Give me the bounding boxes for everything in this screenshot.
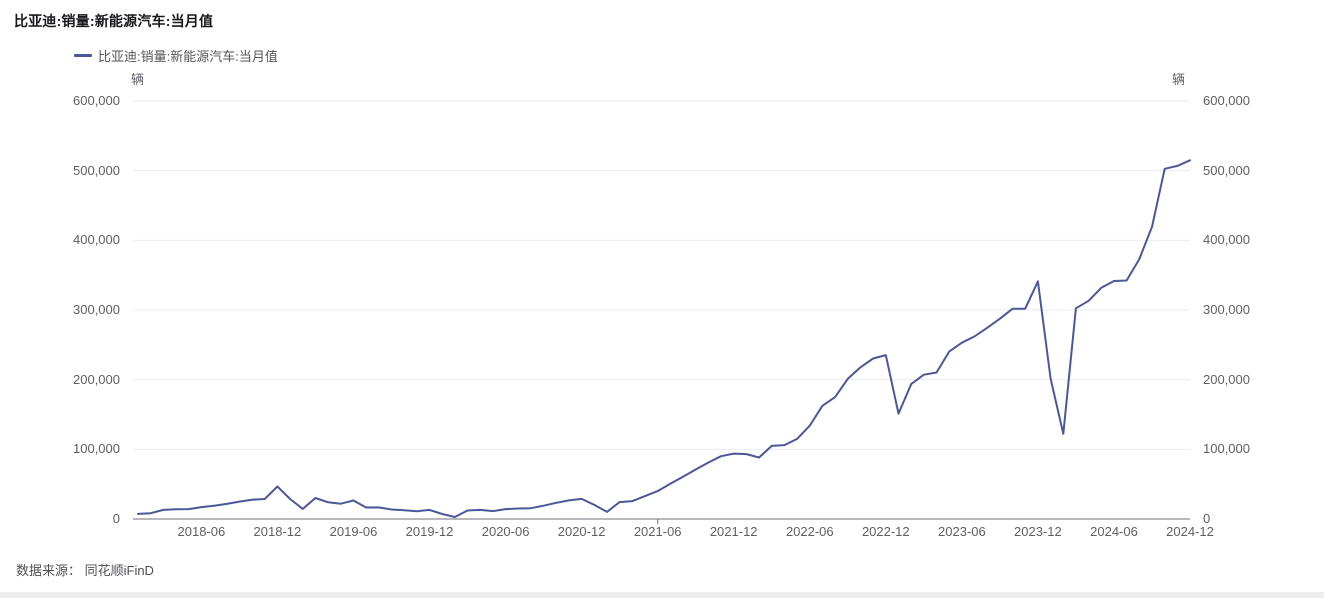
y-tick-label-right: 200,000: [1203, 371, 1250, 387]
x-tick-label: 2020-12: [557, 524, 606, 539]
y-tick-label-right: 400,000: [1203, 232, 1250, 248]
x-tick-label: 2018-06: [177, 524, 226, 539]
y-tick-label-left: 0: [112, 511, 120, 526]
y-tick-label-left: 500,000: [73, 162, 120, 178]
x-tick-label: 2024-06: [1090, 524, 1138, 539]
y-tick-label-right: 500,000: [1203, 162, 1250, 178]
x-tick-label: 2024-12: [1166, 524, 1214, 539]
x-tick-label: 2023-06: [938, 524, 986, 539]
x-tick-label: 2019-12: [405, 524, 454, 539]
x-tick-label: 2020-06: [481, 524, 530, 539]
x-tick-label: 2021-06: [633, 524, 682, 539]
legend-item[interactable]: 比亚迪:销量:新能源汽车:当月值: [74, 47, 278, 64]
y-tick-label-left: 100,000: [73, 441, 120, 457]
data-source-note: 数据来源： 同花顺iFinD: [16, 563, 154, 578]
y-tick-label-right: 0: [1203, 511, 1211, 526]
x-tick-label: 2022-06: [785, 524, 834, 539]
x-tick-label: 2022-12: [861, 524, 910, 539]
y-tick-label-left: 300,000: [73, 302, 120, 317]
legend-label: 比亚迪:销量:新能源汽车:当月值: [98, 48, 278, 64]
y-tick-label-right: 600,000: [1203, 93, 1250, 108]
y-tick-label-right: 300,000: [1203, 302, 1250, 317]
x-tick-label: 2023-12: [1014, 524, 1062, 539]
y-axis-unit-right: 辆: [1172, 72, 1186, 87]
y-tick-label-left: 400,000: [73, 232, 120, 248]
line-chart-plot: [133, 100, 1191, 524]
x-tick-label: 2018-12: [253, 524, 302, 539]
series-line: [137, 159, 1191, 518]
legend-line-marker: [74, 53, 92, 57]
y-tick-label-right: 100,000: [1203, 441, 1250, 457]
bottom-scrollbar-track[interactable]: [0, 592, 1324, 598]
chart-title: 比亚迪:销量:新能源汽车:当月值: [14, 13, 214, 29]
y-axis-unit-left: 辆: [131, 72, 145, 87]
y-tick-label-left: 600,000: [73, 93, 120, 108]
y-tick-label-left: 200,000: [73, 371, 120, 387]
x-tick-label: 2021-12: [709, 524, 758, 539]
x-tick-label: 2019-06: [329, 524, 378, 539]
